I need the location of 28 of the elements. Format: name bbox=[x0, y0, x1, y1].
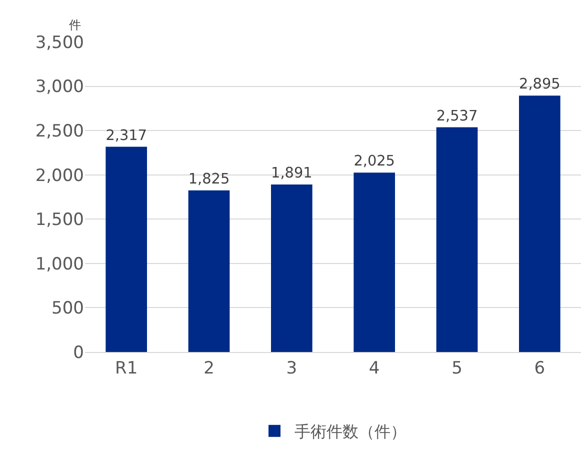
x-tick-label: 6 bbox=[534, 358, 546, 378]
x-tick-label: 4 bbox=[368, 358, 380, 378]
data-label: 1,891 bbox=[271, 166, 312, 182]
y-tick-label: 1,500 bbox=[35, 210, 84, 230]
bar bbox=[106, 146, 147, 352]
bar bbox=[436, 127, 478, 352]
y-tick-label: 3,500 bbox=[35, 32, 84, 53]
x-tick-label: 2 bbox=[204, 358, 214, 378]
x-tick-label: 5 bbox=[452, 358, 462, 378]
x-tick-label: 3 bbox=[286, 358, 298, 378]
data-label: 2,537 bbox=[436, 108, 478, 124]
y-tick-label: 0 bbox=[73, 342, 84, 363]
bar bbox=[271, 184, 312, 352]
y-tick-label: 500 bbox=[52, 298, 84, 319]
legend-label: 手術件数（件） bbox=[294, 422, 406, 442]
data-label: 2,895 bbox=[519, 76, 560, 93]
y-tick-label: 2,500 bbox=[35, 122, 84, 142]
y-axis-title: 件 bbox=[69, 18, 81, 32]
data-label: 2,317 bbox=[106, 128, 147, 144]
y-tick-label: 3,000 bbox=[35, 77, 84, 98]
bar bbox=[188, 190, 230, 352]
bar bbox=[354, 172, 395, 352]
bar bbox=[519, 96, 560, 352]
y-tick-label: 1,000 bbox=[35, 254, 84, 274]
x-tick-label: R1 bbox=[115, 358, 138, 378]
data-label: 2,025 bbox=[354, 154, 395, 170]
y-tick-label: 2,000 bbox=[35, 166, 84, 186]
data-label: 1,825 bbox=[188, 171, 230, 188]
